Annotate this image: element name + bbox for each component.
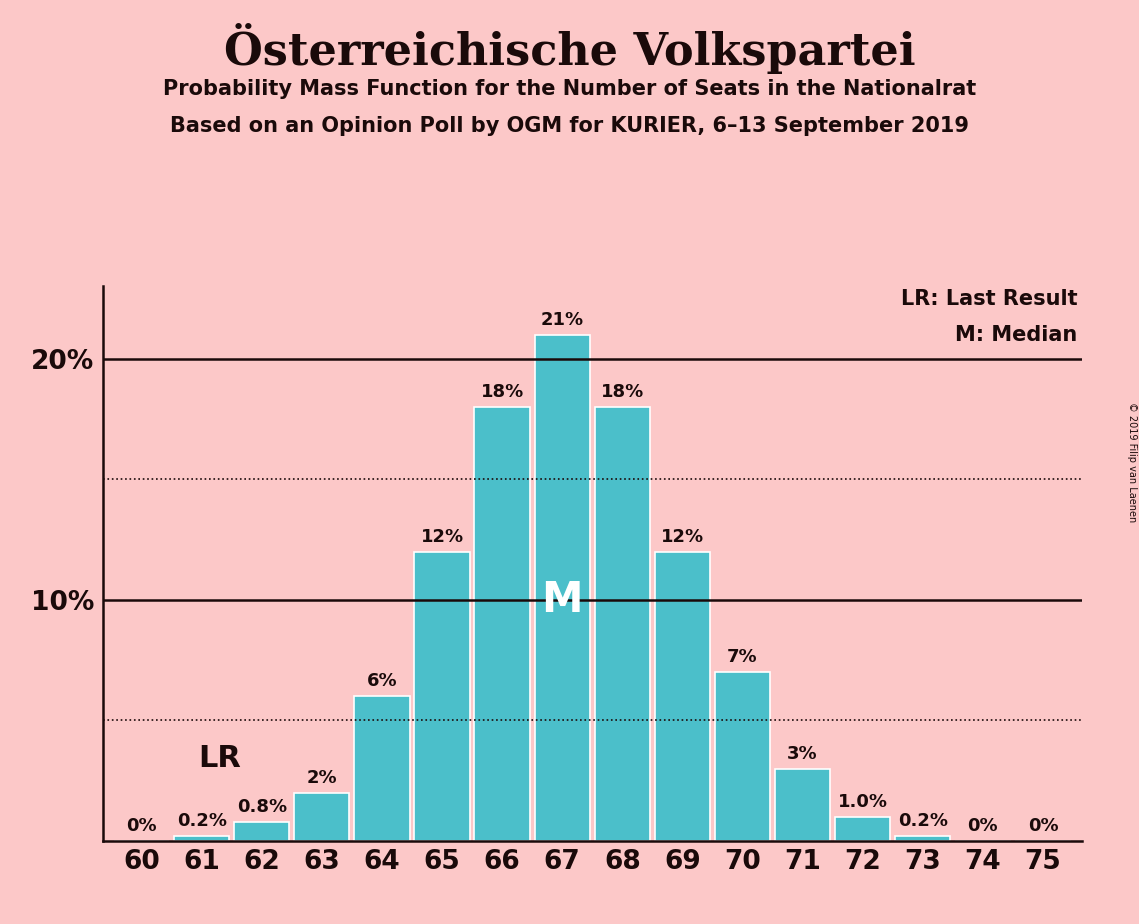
Bar: [354, 696, 410, 841]
Text: 0.2%: 0.2%: [898, 812, 948, 830]
Bar: [775, 769, 830, 841]
Text: M: Median: M: Median: [954, 325, 1077, 346]
Text: 0.2%: 0.2%: [177, 812, 227, 830]
Bar: [655, 552, 710, 841]
Bar: [895, 836, 950, 841]
Text: LR: Last Result: LR: Last Result: [901, 289, 1077, 310]
Bar: [235, 821, 289, 841]
Bar: [294, 793, 350, 841]
Text: Probability Mass Function for the Number of Seats in the Nationalrat: Probability Mass Function for the Number…: [163, 79, 976, 99]
Text: M: M: [541, 578, 583, 621]
Text: Österreichische Volkspartei: Österreichische Volkspartei: [223, 23, 916, 74]
Text: 0%: 0%: [968, 817, 998, 834]
Text: 0.8%: 0.8%: [237, 797, 287, 816]
Text: 3%: 3%: [787, 745, 818, 762]
Text: 18%: 18%: [600, 383, 644, 401]
Bar: [415, 552, 469, 841]
Text: 0%: 0%: [126, 817, 157, 834]
Text: 18%: 18%: [481, 383, 524, 401]
Text: 21%: 21%: [541, 310, 584, 329]
Text: 6%: 6%: [367, 672, 398, 690]
Bar: [174, 836, 229, 841]
Bar: [534, 334, 590, 841]
Bar: [475, 407, 530, 841]
Bar: [835, 817, 891, 841]
Text: 12%: 12%: [420, 528, 464, 545]
Text: 2%: 2%: [306, 769, 337, 786]
Text: LR: LR: [198, 745, 241, 773]
Text: Based on an Opinion Poll by OGM for KURIER, 6–13 September 2019: Based on an Opinion Poll by OGM for KURI…: [170, 116, 969, 136]
Bar: [715, 672, 770, 841]
Text: © 2019 Filip van Laenen: © 2019 Filip van Laenen: [1126, 402, 1137, 522]
Text: 12%: 12%: [661, 528, 704, 545]
Text: 1.0%: 1.0%: [837, 793, 887, 810]
Text: 7%: 7%: [727, 648, 757, 666]
Bar: [595, 407, 650, 841]
Text: 0%: 0%: [1027, 817, 1058, 834]
